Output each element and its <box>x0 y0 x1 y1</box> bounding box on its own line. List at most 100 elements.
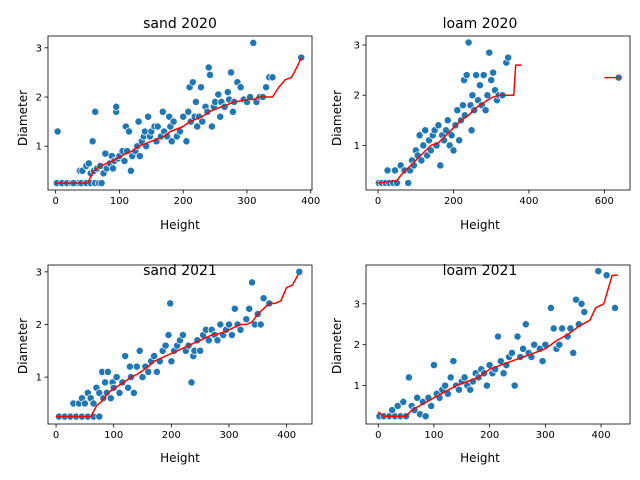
y-tick-label: 2 <box>354 340 360 351</box>
data-point <box>449 146 458 155</box>
data-point <box>53 127 62 136</box>
data-point <box>191 97 200 106</box>
data-point <box>223 88 232 97</box>
plot-area: 0 100 200 300 400 1 2 3 <box>36 264 313 441</box>
data-point <box>249 38 258 47</box>
data-point <box>165 112 174 121</box>
data-point <box>383 166 392 175</box>
data-point <box>429 361 438 370</box>
y-axis-label: Diameter <box>330 318 344 374</box>
y-tick-label: 3 <box>354 41 360 52</box>
data-point <box>419 141 428 150</box>
scatter-points <box>375 267 619 421</box>
data-point <box>426 146 435 155</box>
data-point <box>236 325 245 334</box>
data-point <box>453 106 462 115</box>
data-point <box>125 362 134 371</box>
data-point <box>404 373 413 382</box>
data-point <box>442 126 450 135</box>
y-tick-label: 1 <box>354 141 360 152</box>
data-point <box>449 357 458 366</box>
data-point <box>458 101 467 110</box>
data-point <box>153 122 162 131</box>
y-axis-label: Diameter <box>16 90 30 146</box>
x-tick-label: 0 <box>375 430 381 441</box>
data-point <box>427 402 436 410</box>
x-axis-label: Height <box>460 451 500 465</box>
trend-line <box>378 64 522 184</box>
data-point <box>169 117 178 126</box>
y-tick-label: 3 <box>36 267 42 278</box>
data-point <box>467 126 476 135</box>
data-point <box>510 381 519 390</box>
axes-frame <box>47 35 313 191</box>
trend-line <box>377 274 618 417</box>
data-point <box>434 121 443 130</box>
axes-frame <box>365 35 631 191</box>
data-point <box>228 107 237 116</box>
scatter-points <box>55 267 304 421</box>
x-tick-label: 200 <box>444 196 463 207</box>
data-point <box>577 299 586 308</box>
data-point <box>530 340 539 349</box>
data-point <box>455 385 463 394</box>
data-point <box>447 131 456 140</box>
x-tick-label: 200 <box>162 430 181 441</box>
x-tick-label: 100 <box>104 430 123 441</box>
data-point <box>393 402 402 410</box>
data-point <box>248 278 257 287</box>
data-point <box>164 331 173 339</box>
data-point <box>546 303 555 312</box>
data-point <box>421 126 430 135</box>
trend-line <box>56 274 299 418</box>
y-tick-label: 2 <box>354 91 360 102</box>
x-axis-label: Height <box>460 218 500 232</box>
data-point <box>259 294 268 303</box>
data-point <box>80 399 89 408</box>
x-tick-label: 0 <box>53 430 59 441</box>
y-tick-label: 1 <box>354 381 360 392</box>
data-point <box>97 179 106 188</box>
data-point <box>207 122 216 131</box>
data-point <box>135 152 144 161</box>
data-point <box>462 71 471 80</box>
data-point <box>436 161 445 170</box>
axes-frame <box>47 264 313 425</box>
data-point <box>494 332 502 341</box>
data-point <box>460 373 469 382</box>
data-point <box>187 378 196 387</box>
data-point <box>109 164 117 173</box>
data-point <box>84 159 93 168</box>
data-point <box>193 122 202 131</box>
data-point <box>144 367 153 376</box>
x-tick-label: 100 <box>424 430 443 441</box>
data-point <box>95 412 104 421</box>
data-point <box>487 76 496 85</box>
plot-area: 0 100 200 300 400 1 2 3 <box>36 35 320 207</box>
data-point <box>227 331 236 339</box>
x-tick-label: 400 <box>301 196 320 207</box>
data-point <box>388 406 397 415</box>
data-point <box>121 352 130 361</box>
data-point <box>196 346 205 355</box>
data-point <box>103 367 112 376</box>
data-point <box>441 381 450 390</box>
y-tick-label: 1 <box>36 142 42 153</box>
data-point <box>138 373 147 382</box>
data-point <box>101 378 110 387</box>
panel-title: loam 2020 <box>443 16 518 32</box>
x-tick-label: 400 <box>277 430 296 441</box>
data-point <box>167 137 176 146</box>
y-tick-label: 2 <box>36 93 42 104</box>
y-axis-label: Diameter <box>330 90 344 146</box>
data-point <box>135 346 144 355</box>
data-point <box>580 308 589 316</box>
panel-loam-2020: loam 2020 Height Diameter 0 200 400 600 1 2 3 <box>330 16 631 232</box>
x-tick-label: 400 <box>591 430 610 441</box>
data-point <box>558 324 567 333</box>
y-tick-label: 3 <box>36 43 42 54</box>
x-tick-label: 200 <box>174 196 193 207</box>
data-point <box>106 394 115 403</box>
data-point <box>179 112 188 121</box>
data-point <box>555 340 564 349</box>
